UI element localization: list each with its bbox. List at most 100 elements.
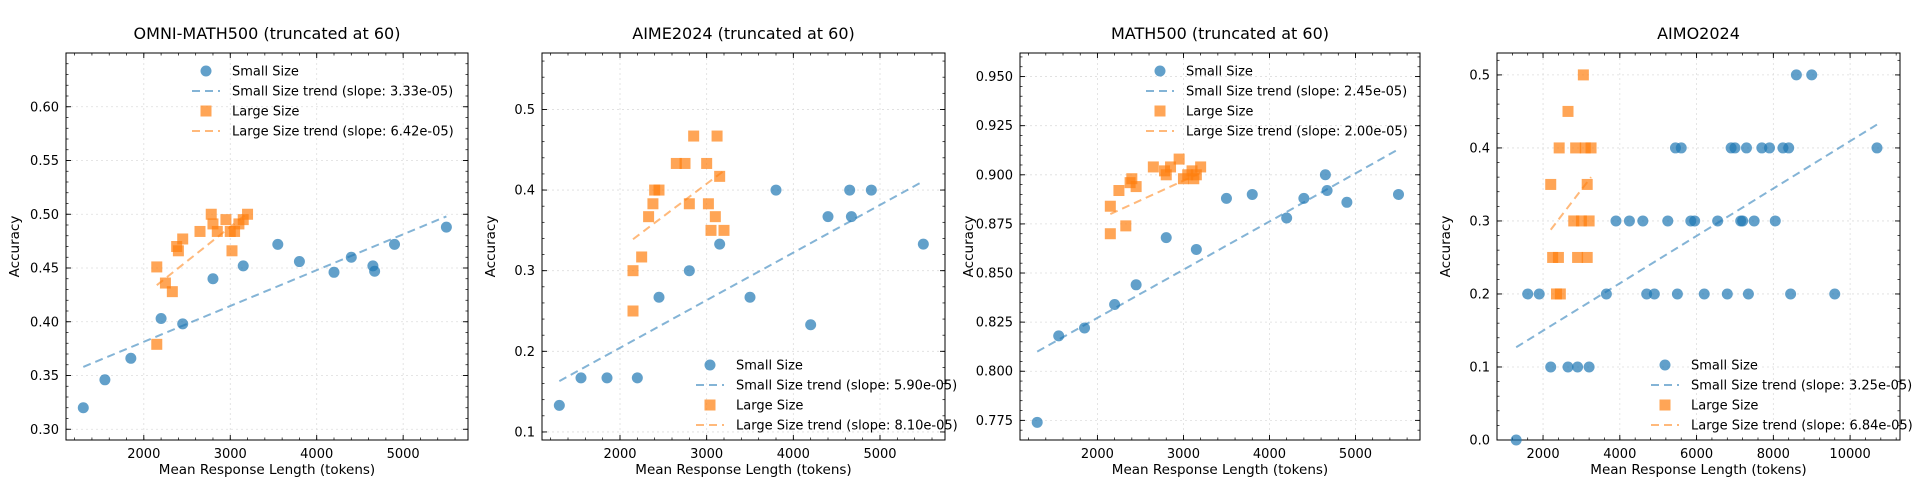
y-tick-label: 0.60 [30, 100, 59, 115]
small-size-point [1220, 192, 1232, 204]
large-size-point [151, 261, 163, 273]
x-tick-label: 3000 [690, 447, 723, 462]
large-size-point [688, 130, 700, 142]
y-tick-label: 0.35 [30, 369, 59, 384]
small-size-point [1729, 142, 1741, 154]
small-size-point [865, 184, 877, 196]
legend-square-marker [1154, 105, 1166, 117]
small-size-point [1109, 298, 1121, 310]
large-size-point [670, 157, 682, 169]
legend-label: Large Size trend (slope: 6.84e-05) [1691, 419, 1913, 434]
legend-label: Small Size trend (slope: 2.45e-05) [1186, 85, 1407, 100]
large-size-trend-line [632, 169, 725, 241]
legend-circle-marker [1659, 359, 1671, 371]
y-axis-label: Accuracy [483, 216, 499, 278]
y-tick-label: 0.4 [1469, 141, 1490, 156]
legend-label: Large Size trend (slope: 2.00e-05) [1186, 125, 1408, 140]
x-tick-label: 4000 [1253, 447, 1286, 462]
chart-panel-3: 2000 3000 4000 5000 0.775 0.800 0.825 0.850 0.87… [961, 24, 1421, 478]
small-size-point [1783, 142, 1795, 154]
y-tick-label: 0.3 [1469, 214, 1490, 229]
legend-square-marker [704, 399, 716, 411]
small-size-trend-line [82, 215, 447, 368]
small-size-point [653, 291, 665, 303]
x-axis-label: Mean Response Length (tokens) [635, 462, 851, 478]
chart-panel-4: 2000 4000 6000 8000 10000 0.0 0.1 0.2 0.3 0.4 0.5 A… [1438, 24, 1913, 478]
large-size-point [1581, 251, 1593, 263]
large-size-point [172, 245, 184, 257]
large-size-series [627, 130, 730, 317]
large-size-point [1104, 200, 1116, 212]
x-tick-label: 3000 [1167, 447, 1200, 462]
y-tick-label: 0.4 [514, 184, 535, 199]
small-size-trend-line [558, 180, 924, 383]
y-tick-label: 0.2 [1469, 287, 1490, 302]
small-size-point [1319, 169, 1331, 181]
large-size-point [1570, 142, 1582, 154]
small-size-point [293, 256, 305, 268]
large-size-point [242, 208, 254, 220]
small-size-point [1806, 69, 1818, 81]
chart-panel-1: 2000 3000 4000 5000 0.30 0.35 0.40 0.45 0.50 0.55… [7, 24, 469, 478]
x-tick-label: 4000 [300, 447, 333, 462]
x-axis-label: Mean Response Length (tokens) [1590, 462, 1806, 478]
legend-label: Large Size trend (slope: 8.10e-05) [736, 419, 958, 434]
large-size-trend-line [1549, 176, 1592, 231]
legend-label: Small Size [736, 359, 803, 374]
large-size-point [151, 338, 163, 350]
y-tick-label: 0.55 [30, 154, 59, 169]
legend-label: Large Size [736, 399, 803, 414]
y-tick-label: 0.0 [1469, 434, 1490, 449]
large-size-trend-line [156, 212, 249, 286]
x-tick-label: 4000 [777, 447, 810, 462]
large-size-point [1147, 161, 1159, 173]
large-size-point [627, 305, 639, 317]
small-size-point [1533, 288, 1545, 300]
x-tick-label: 10000 [1829, 447, 1870, 462]
small-size-point [369, 265, 381, 277]
small-size-point [1721, 288, 1733, 300]
large-size-point [1173, 153, 1185, 165]
small-size-point [1281, 212, 1293, 224]
small-size-point [1392, 188, 1404, 200]
large-size-point [1113, 185, 1125, 197]
large-size-point [177, 233, 189, 245]
large-size-point [714, 170, 726, 182]
chart-title: AIME2024 (truncated at 60) [632, 24, 854, 43]
legend-label: Small Size [232, 65, 299, 80]
small-size-point [1785, 288, 1797, 300]
small-size-point [744, 291, 756, 303]
y-axis-label: Accuracy [7, 216, 23, 278]
small-size-point [1341, 196, 1353, 208]
x-tick-label: 8000 [1757, 447, 1790, 462]
y-tick-label: 0.2 [514, 345, 535, 360]
y-tick-label: 0.40 [30, 315, 59, 330]
small-size-point [1246, 188, 1258, 200]
legend-label: Small Size trend (slope: 3.25e-05) [1691, 379, 1912, 394]
y-tick-label: 0.1 [514, 425, 535, 440]
small-size-point [1600, 288, 1612, 300]
large-size-point [1126, 173, 1138, 185]
legend-circle-marker [704, 359, 716, 371]
large-size-point [1568, 215, 1580, 227]
large-size-point [1583, 215, 1595, 227]
large-size-point [627, 265, 639, 277]
small-size-point [1662, 215, 1674, 227]
small-size-point [1562, 361, 1574, 373]
plot-frame [541, 52, 946, 441]
x-tick-label: 3000 [214, 447, 247, 462]
small-size-point [1740, 142, 1752, 154]
y-tick-label: 0.800 [976, 365, 1013, 380]
small-size-point [1648, 288, 1660, 300]
large-size-point [1572, 251, 1584, 263]
large-size-point [1575, 215, 1587, 227]
chart-title: MATH500 (truncated at 60) [1111, 24, 1329, 43]
small-size-point [1623, 215, 1635, 227]
large-size-point [683, 198, 695, 210]
large-size-point [1104, 228, 1116, 240]
y-tick-label: 0.45 [30, 262, 59, 277]
large-size-point [1581, 178, 1593, 190]
chart-title: OMNI-MATH500 (truncated at 60) [134, 24, 401, 43]
large-size-point [647, 198, 659, 210]
small-size-point [77, 402, 89, 414]
